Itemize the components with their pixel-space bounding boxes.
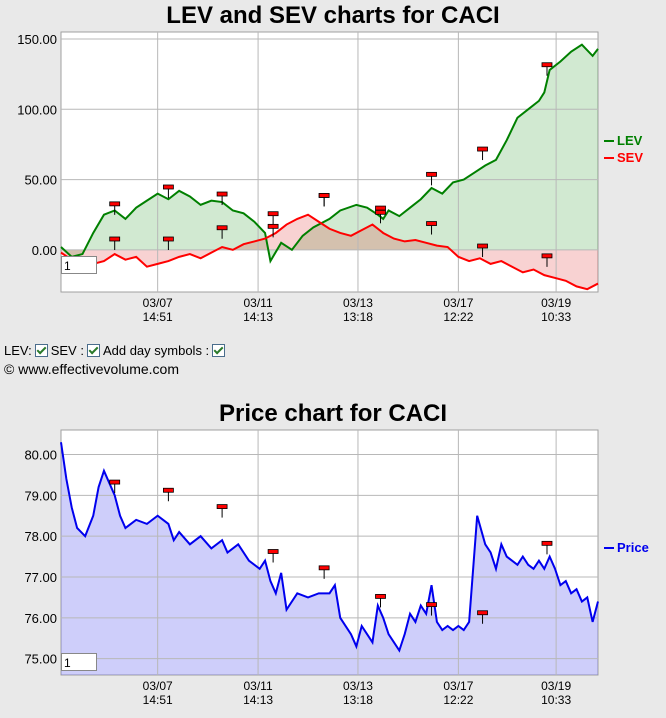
day-symbols-checkbox[interactable] — [212, 344, 226, 357]
line-sev — [60, 213, 599, 291]
price-day-marker — [541, 540, 553, 546]
lev-sev-zoom-input[interactable]: 1 — [61, 256, 97, 274]
y-tick-label: 79.00 — [24, 488, 57, 503]
sev-day-marker — [162, 236, 174, 242]
line-price — [60, 442, 599, 653]
x-tick-label: 03/19 — [541, 296, 571, 310]
x-tick-label: 14:51 — [143, 693, 173, 707]
x-tick-label: 03/19 — [541, 679, 571, 693]
sev-day-marker — [375, 209, 386, 215]
lev-day-marker — [162, 184, 174, 190]
y-tick-label: 77.00 — [24, 570, 57, 585]
lev-day-marker — [375, 205, 386, 211]
line-lev — [60, 43, 599, 264]
area-price — [61, 442, 598, 675]
price-day-marker — [109, 479, 121, 485]
y-tick-label: 100.00 — [17, 102, 57, 117]
lev-day-marker — [216, 191, 228, 197]
price-chart-title: Price chart for CACI — [218, 400, 448, 427]
x-tick-label: 13:18 — [343, 310, 373, 324]
day-symbols-label: Add day symbols : — [102, 343, 210, 358]
x-tick-label: 14:13 — [243, 693, 273, 707]
sev-day-marker — [541, 253, 553, 259]
legend-label-price: Price — [617, 540, 649, 555]
plot-area — [60, 31, 599, 293]
x-tick-label: 03/11 — [244, 679, 273, 693]
price-day-marker — [267, 549, 279, 554]
price-day-marker — [375, 594, 386, 599]
price-day-marker — [426, 602, 437, 607]
lev-checkbox[interactable] — [34, 344, 48, 357]
lev-sev-chart-title: LEV and SEV charts for CACI — [166, 2, 500, 29]
price-day-marker — [162, 487, 174, 493]
x-tick-label: 10:33 — [541, 693, 571, 707]
y-tick-label: 80.00 — [24, 448, 57, 463]
x-tick-label: 13:18 — [343, 693, 373, 707]
price-day-marker — [318, 565, 330, 571]
x-tick-label: 12:22 — [443, 310, 473, 324]
x-tick-label: 14:13 — [243, 310, 273, 324]
legend-label-sev: SEV — [617, 150, 643, 165]
y-tick-label: 78.00 — [24, 529, 57, 544]
sev-day-marker — [477, 243, 488, 249]
chart-controls: LEV: SEV : Add day symbols : — [4, 343, 226, 358]
lev-day-marker — [426, 171, 437, 177]
y-tick-label: 75.00 — [24, 652, 57, 667]
legend-label-lev: LEV — [617, 133, 643, 148]
x-tick-label: 10:33 — [541, 310, 571, 324]
y-tick-label: 0.00 — [32, 243, 57, 258]
x-tick-label: 03/17 — [443, 679, 473, 693]
sev-label: SEV : — [50, 343, 84, 358]
lev-day-marker — [541, 62, 553, 68]
sev-day-marker — [216, 225, 228, 231]
sev-day-marker — [426, 221, 437, 226]
plot-area — [60, 429, 599, 676]
x-tick-label: 12:22 — [443, 693, 473, 707]
sev-checkbox[interactable] — [86, 344, 100, 357]
area-lev — [61, 44, 598, 262]
y-tick-label: 150.00 — [17, 32, 57, 47]
price-chart[interactable]: 80.00 79.00 78.00 77.00 76.00 75.00 03/0714:51… — [0, 428, 666, 718]
lev-day-marker — [109, 201, 121, 207]
y-tick-label: 76.00 — [24, 611, 57, 626]
sev-day-marker — [267, 223, 279, 229]
x-tick-label: 03/07 — [143, 296, 173, 310]
copyright[interactable]: © www.effectivevolume.com — [4, 361, 180, 377]
x-tick-label: 03/11 — [244, 296, 273, 310]
price-day-marker — [216, 504, 228, 509]
y-tick-label: 50.00 — [24, 173, 57, 188]
x-tick-label: 03/13 — [343, 679, 373, 693]
lev-label: LEV: — [4, 343, 32, 358]
x-tick-label: 03/07 — [143, 679, 173, 693]
price-day-marker — [477, 610, 488, 616]
x-tick-label: 03/17 — [443, 296, 473, 310]
sev-day-marker — [109, 236, 121, 242]
x-tick-label: 14:51 — [143, 310, 173, 324]
lev-day-marker — [477, 146, 488, 152]
x-tick-label: 03/13 — [343, 296, 373, 310]
sev-day-marker — [318, 193, 330, 198]
price-zoom-input[interactable]: 1 — [61, 653, 97, 671]
lev-day-marker — [267, 211, 279, 217]
